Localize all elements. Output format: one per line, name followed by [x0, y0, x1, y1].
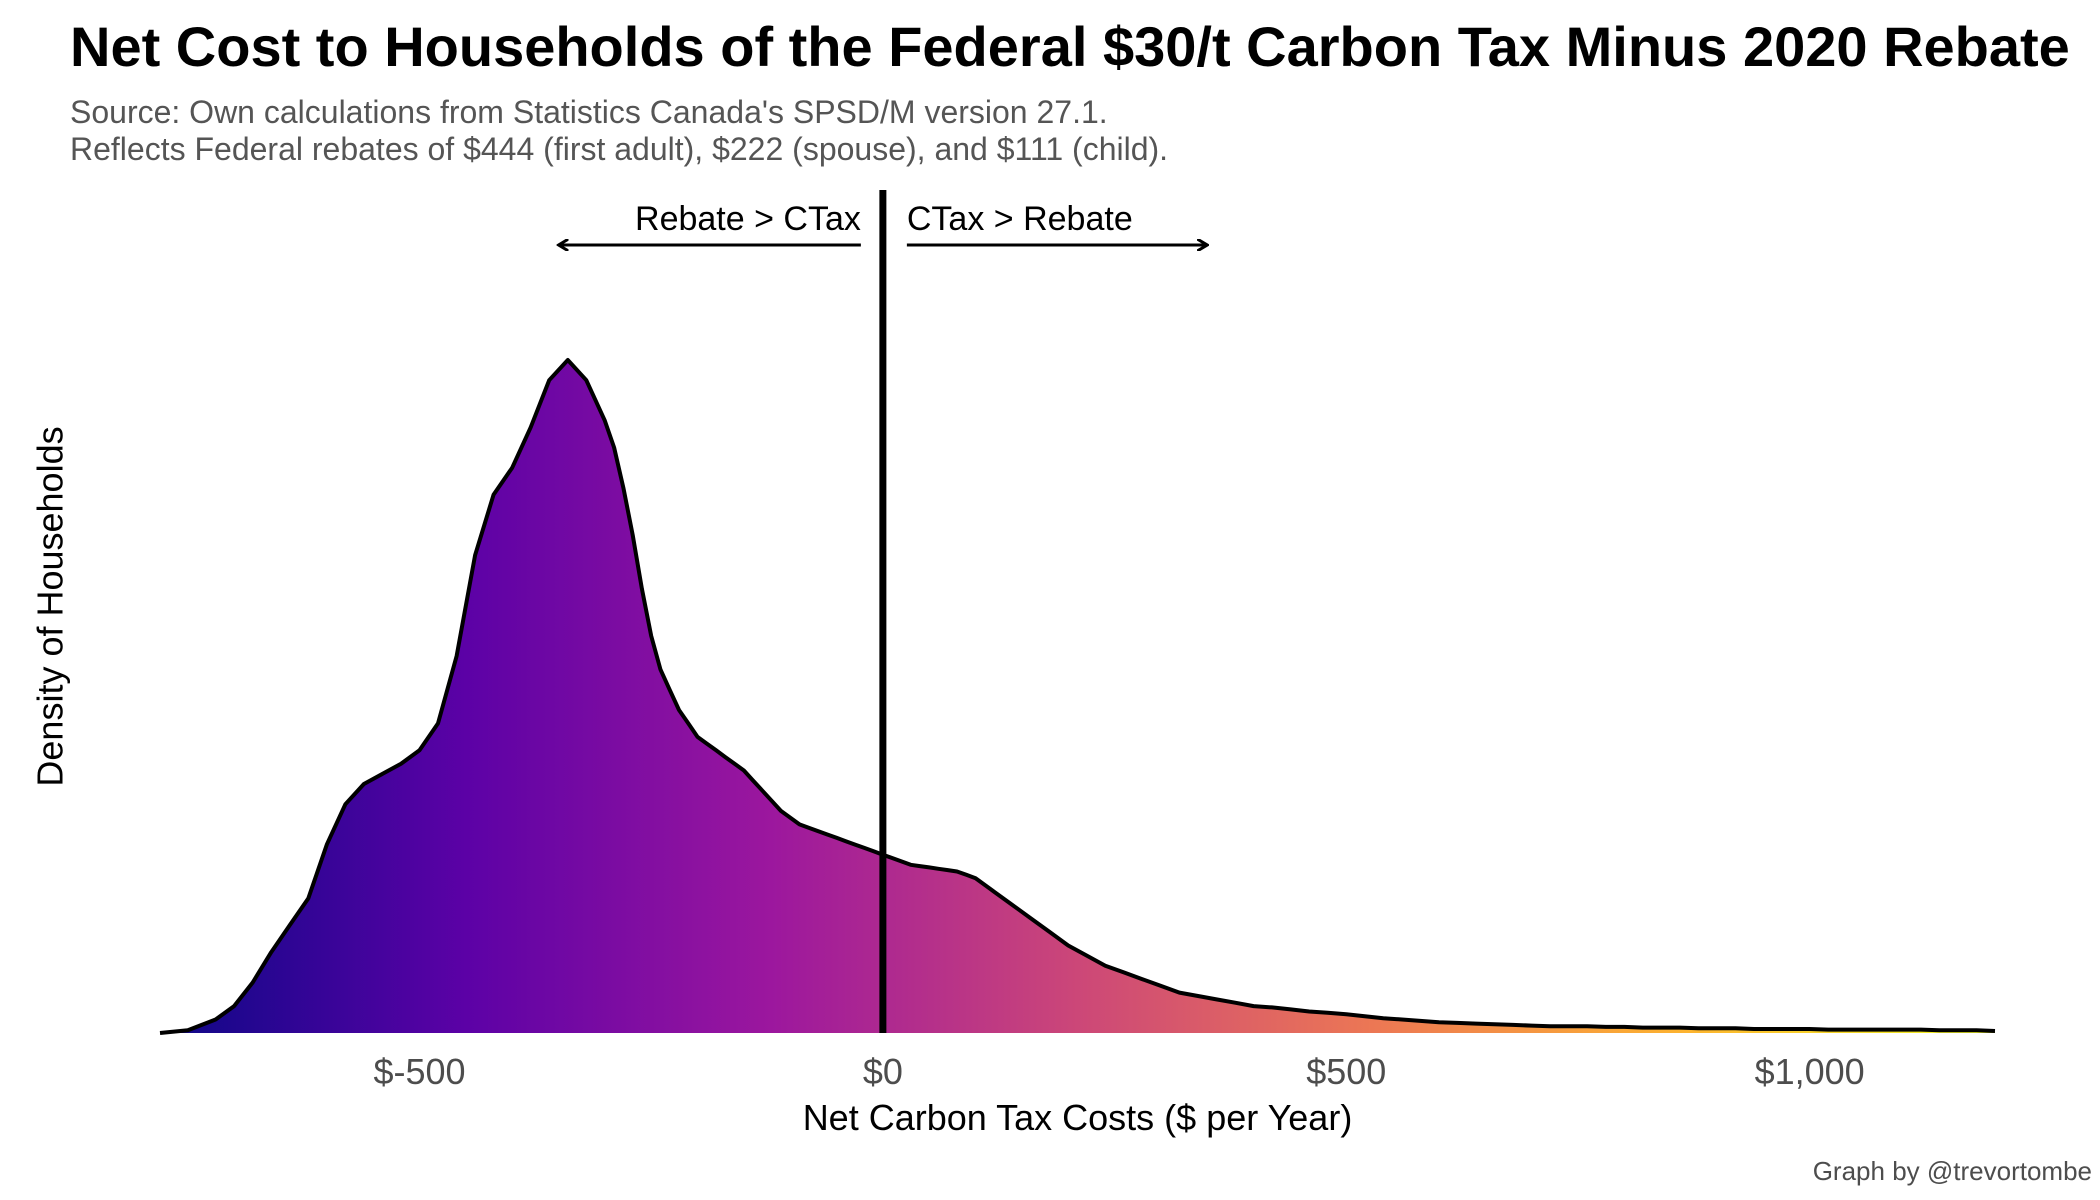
chart-caption: Graph by @trevortombe — [1812, 1156, 2092, 1186]
density-area — [160, 360, 1995, 1033]
ctax-annotation: CTax > Rebate — [907, 200, 1133, 238]
x-tick-label: $0 — [863, 1051, 903, 1092]
x-tick-label: $-500 — [373, 1051, 465, 1092]
x-axis-tick-labels: $-500 $0 $500 $1,000 — [373, 1051, 1864, 1092]
chart-subtitle-line-1: Source: Own calculations from Statistics… — [70, 94, 1108, 130]
y-axis-title: Density of Households — [30, 426, 71, 786]
density-curve — [159, 358, 1996, 1035]
rebate-annotation: Rebate > CTax — [635, 200, 861, 238]
x-tick-label: $1,000 — [1755, 1051, 1865, 1092]
x-tick-label: $500 — [1306, 1051, 1386, 1092]
x-axis-title: Net Carbon Tax Costs ($ per Year) — [803, 1097, 1353, 1138]
chart-title: Net Cost to Households of the Federal $3… — [70, 15, 2070, 78]
chart-subtitle-line-2: Reflects Federal rebates of $444 (first … — [70, 131, 1169, 167]
